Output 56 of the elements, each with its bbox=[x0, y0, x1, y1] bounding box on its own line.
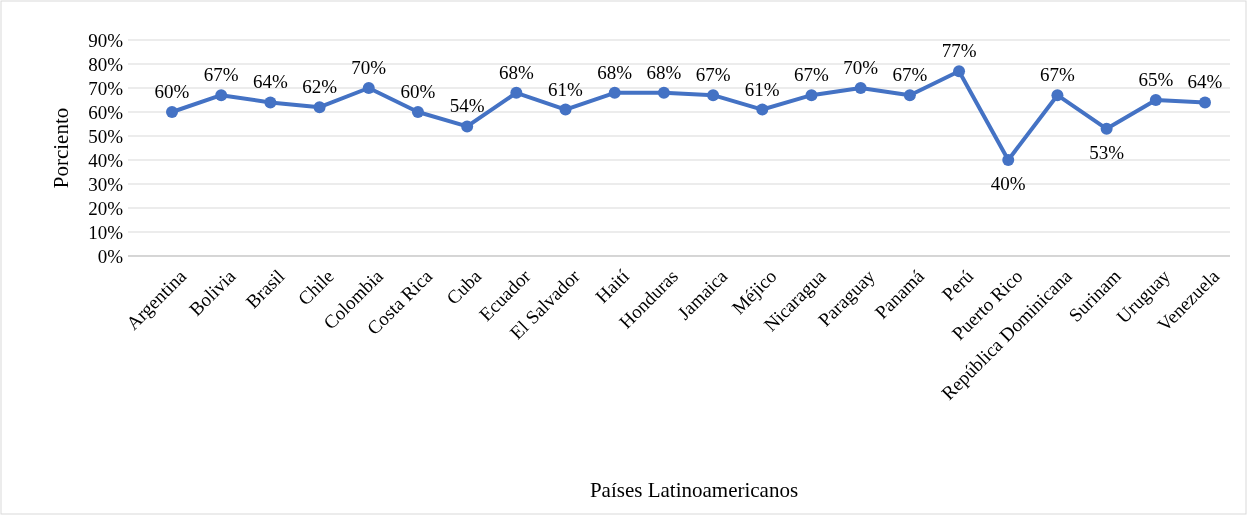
x-axis-title: Países Latinoamericanos bbox=[589, 478, 799, 502]
data-label: 54% bbox=[449, 95, 485, 117]
point bbox=[657, 86, 670, 99]
point bbox=[1051, 89, 1064, 102]
point bbox=[215, 89, 228, 102]
data-label: 67% bbox=[203, 64, 239, 86]
data-label: 67% bbox=[892, 64, 928, 86]
y-tick-label: 0% bbox=[97, 245, 124, 267]
y-tick-label: 20% bbox=[88, 197, 124, 219]
y-tick-label: 10% bbox=[88, 221, 124, 243]
point bbox=[166, 106, 178, 118]
point bbox=[707, 89, 720, 102]
data-label: 64% bbox=[1187, 71, 1223, 93]
point bbox=[461, 120, 474, 133]
y-axis-title: Porciento bbox=[49, 107, 73, 189]
data-label: 60% bbox=[400, 81, 436, 102]
point bbox=[1199, 96, 1211, 109]
data-label: 53% bbox=[1089, 141, 1125, 163]
point bbox=[805, 89, 818, 102]
point bbox=[953, 65, 966, 78]
y-tick-label: 80% bbox=[88, 53, 124, 75]
y-tick-label: 70% bbox=[88, 77, 124, 99]
data-label: 40% bbox=[990, 173, 1026, 194]
data-label: 61% bbox=[548, 78, 584, 100]
data-label: 68% bbox=[498, 61, 534, 83]
data-label: 77% bbox=[941, 40, 977, 62]
point bbox=[608, 86, 621, 99]
data-label: 61% bbox=[744, 78, 780, 100]
point bbox=[1149, 94, 1162, 106]
point bbox=[559, 103, 572, 116]
data-label: 68% bbox=[597, 61, 633, 83]
point bbox=[756, 103, 769, 116]
point bbox=[313, 101, 326, 114]
point bbox=[903, 89, 916, 102]
point bbox=[362, 82, 375, 94]
data-label: 67% bbox=[794, 64, 830, 86]
y-tick-label: 50% bbox=[88, 125, 124, 147]
point bbox=[1100, 122, 1113, 135]
point bbox=[1002, 154, 1015, 166]
y-tick-label: 30% bbox=[88, 173, 124, 195]
data-label: 67% bbox=[1040, 64, 1076, 86]
y-tick-label: 90% bbox=[88, 29, 124, 51]
y-tick-label: 40% bbox=[88, 149, 124, 171]
data-label: 65% bbox=[1138, 69, 1174, 90]
point bbox=[510, 86, 523, 99]
data-label: 60% bbox=[154, 81, 190, 102]
point bbox=[854, 82, 867, 94]
point bbox=[411, 106, 424, 118]
data-label: 62% bbox=[302, 76, 338, 98]
y-tick-label: 60% bbox=[88, 101, 124, 123]
data-label: 70% bbox=[351, 57, 387, 78]
data-label: 67% bbox=[695, 64, 731, 86]
point bbox=[264, 96, 277, 109]
data-label: 64% bbox=[252, 71, 288, 93]
data-label: 68% bbox=[646, 61, 682, 83]
data-label: 70% bbox=[843, 57, 879, 78]
